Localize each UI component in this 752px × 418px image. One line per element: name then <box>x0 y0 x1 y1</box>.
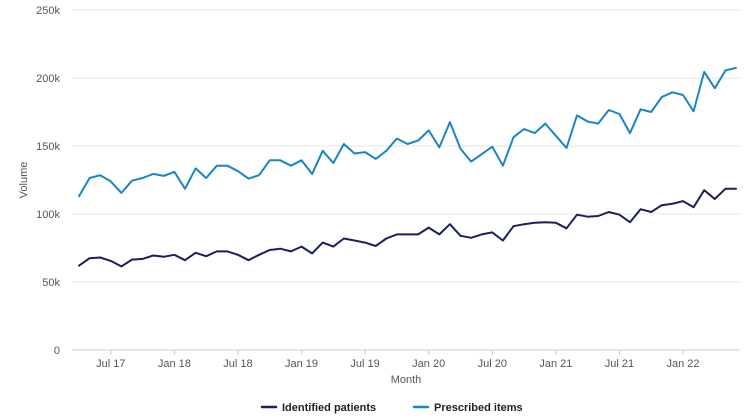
x-tick-label: Jan 18 <box>158 358 191 370</box>
legend-item-prescribed-items[interactable]: Prescribed items <box>412 402 523 414</box>
y-axis-title: Volume <box>18 162 30 199</box>
y-tick-label: 250k <box>36 5 60 17</box>
x-tick-label: Jul 19 <box>350 358 379 370</box>
x-tick-label: Jan 19 <box>285 358 318 370</box>
series-line-prescribed-items <box>78 66 737 198</box>
y-tick-label: 200k <box>36 73 60 85</box>
x-axis-ticks: Jul 17 Jan 18 Jul 18 Jan 19 Jul 19 Jan 20 Jul … <box>96 350 700 370</box>
x-tick-label: Jul 20 <box>478 358 507 370</box>
y-axis-ticks: 0 50k 100k 150k 200k 250k <box>36 5 60 357</box>
y-tick-label: 50k <box>42 277 60 289</box>
x-tick-label: Jul 18 <box>223 358 252 370</box>
legend[interactable]: Identified patients Prescribed items <box>260 402 523 414</box>
x-tick-label: Jan 21 <box>539 358 572 370</box>
y-tick-label: 0 <box>54 345 60 357</box>
y-tick-label: 100k <box>36 209 60 221</box>
legend-label: Identified patients <box>282 402 376 414</box>
series-lines <box>78 66 737 268</box>
x-tick-label: Jul 21 <box>605 358 634 370</box>
legend-label: Prescribed items <box>434 402 523 414</box>
x-tick-label: Jan 22 <box>667 358 700 370</box>
series-line-identified-patients <box>78 187 737 268</box>
y-tick-label: 150k <box>36 141 60 153</box>
x-tick-label: Jul 17 <box>96 358 125 370</box>
legend-item-identified-patients[interactable]: Identified patients <box>260 402 376 414</box>
x-axis-title: Month <box>391 374 422 386</box>
gridlines <box>72 9 740 283</box>
x-tick-label: Jan 20 <box>412 358 445 370</box>
